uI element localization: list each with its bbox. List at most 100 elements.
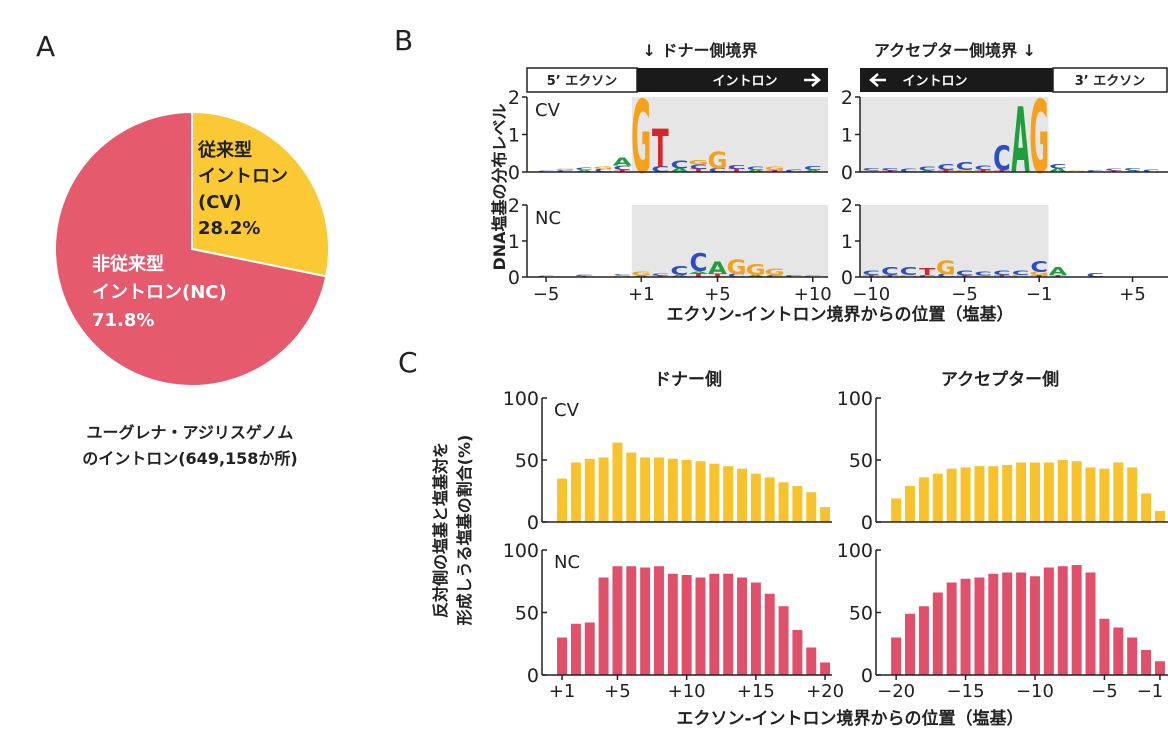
y-tick-label: 2 [508, 195, 520, 217]
chart-title: ドナー側 [654, 369, 722, 390]
bar [681, 460, 692, 522]
logo-letter: A [708, 258, 728, 278]
bar [570, 462, 581, 522]
y-tick-label: 50 [849, 603, 873, 625]
bar [764, 477, 775, 522]
bar [709, 463, 720, 522]
bar [918, 477, 929, 522]
bar [1099, 618, 1110, 675]
logo-letter: T [1031, 274, 1048, 277]
bar [905, 613, 916, 675]
intron-shade [631, 205, 828, 277]
exon-box [1052, 67, 1168, 93]
intron-shade [631, 97, 828, 172]
arrow [804, 73, 821, 87]
bar [626, 566, 637, 675]
bar [1085, 467, 1096, 522]
logo-letter: C [918, 274, 936, 277]
logo-letter: C [1086, 170, 1104, 173]
pie-slice [191, 110, 330, 278]
bar [778, 606, 789, 675]
x-tick-label: −1 [1137, 681, 1164, 702]
y-tick-label: 50 [515, 450, 539, 472]
bar [695, 577, 706, 675]
bar [1043, 462, 1054, 522]
boundary-title: ↓ ドナー側境界 [643, 41, 758, 60]
logo-letter: C [728, 165, 746, 171]
slice-label: イントロン(NC) [92, 282, 227, 303]
row-label: CV [554, 400, 580, 421]
bar [640, 457, 651, 522]
exon-box [526, 67, 638, 93]
bar [1029, 576, 1040, 675]
y-tick-label: 2 [508, 87, 520, 109]
bar [640, 567, 651, 675]
y-tick-label: 1 [841, 231, 853, 253]
logo-letter: C [670, 159, 688, 171]
slice-label: イントロン [198, 166, 288, 187]
bar [918, 606, 929, 675]
x-tick-label: −10 [1016, 681, 1054, 702]
header-text: イントロン [712, 74, 777, 89]
caption: のイントロン(649,158か所) [82, 449, 298, 468]
bar [1113, 462, 1124, 522]
logo-letter: C [651, 165, 669, 174]
logo-letter: C [974, 271, 992, 277]
bar [1127, 467, 1138, 522]
bar [653, 566, 664, 675]
logo-letter: T [709, 274, 726, 279]
logo-letter: C [900, 266, 918, 278]
logo-letter: C [993, 270, 1011, 277]
logo-letter: A [1049, 266, 1068, 278]
logo-letter: A [746, 169, 766, 173]
intron-box [637, 68, 828, 92]
bar [737, 468, 748, 522]
y-tick-label: 1 [508, 125, 520, 147]
bar [891, 498, 902, 522]
logo-letter: C [785, 169, 803, 173]
bar [806, 647, 817, 675]
bar [764, 593, 775, 675]
logo-letter: A [670, 168, 689, 174]
x-tick-label: −1 [1026, 284, 1053, 305]
logo-letter: G [899, 274, 919, 277]
bar [1057, 460, 1068, 522]
bar [750, 582, 761, 675]
bar [612, 442, 623, 522]
bar [723, 573, 734, 675]
bar [960, 578, 971, 675]
y-tick-label: 0 [508, 162, 520, 184]
bar [1071, 461, 1082, 522]
bar [891, 637, 902, 675]
logo-letter: C [670, 263, 688, 278]
x-tick-label: +1 [549, 681, 576, 702]
logo-letter: C [804, 166, 822, 172]
bar [1154, 661, 1165, 675]
panel-label: A [36, 30, 55, 63]
logo-letter: T [994, 170, 1011, 173]
logo-letter: C [1142, 169, 1160, 173]
bar [667, 458, 678, 522]
logo-letter: C [709, 168, 727, 174]
bar [1057, 566, 1068, 675]
y-tick-label: 0 [861, 665, 873, 687]
bar [806, 492, 817, 522]
logo-letter: G [727, 256, 747, 279]
logo-letter: G [631, 80, 651, 197]
bar [1071, 565, 1082, 675]
slice-label: 非従来型 [92, 253, 164, 275]
logo-letter: C [1124, 168, 1142, 172]
row-label: NC [554, 552, 580, 573]
bar [667, 573, 678, 675]
bar [932, 473, 943, 522]
bar [778, 482, 789, 522]
bar [1127, 637, 1138, 675]
bar [1113, 627, 1124, 675]
row-label: CV [535, 100, 561, 121]
bar [1029, 462, 1040, 522]
intron-shade [860, 205, 1049, 277]
logo-letter: C [862, 270, 880, 277]
panel-label: C [398, 346, 418, 379]
x-tick-label: +15 [737, 681, 775, 702]
